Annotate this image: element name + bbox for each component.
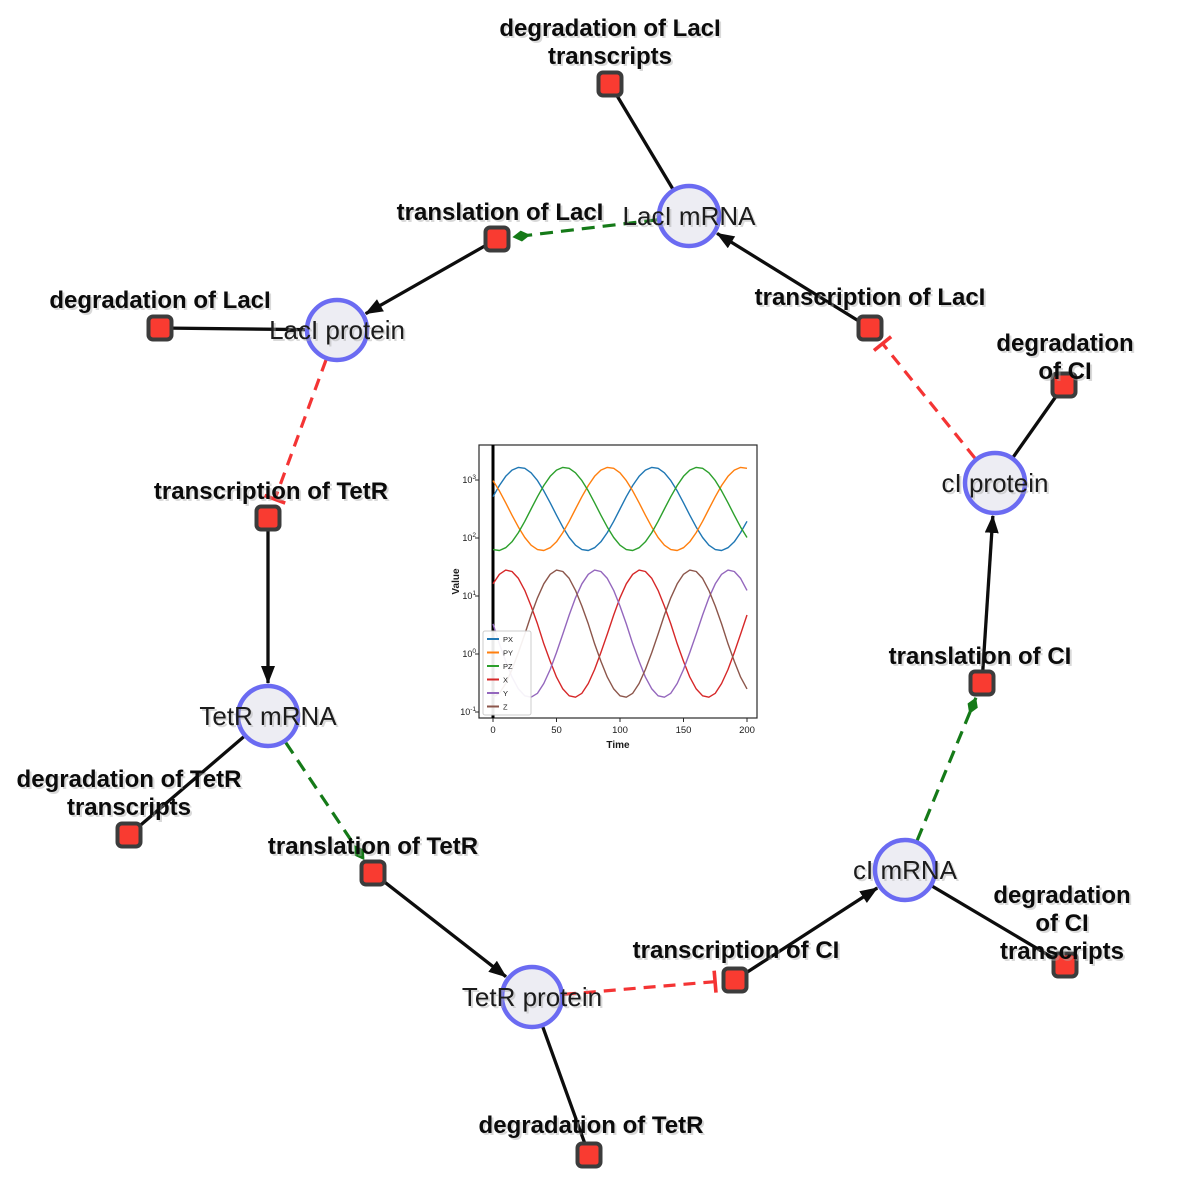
y-axis-label: Value <box>451 568 462 595</box>
y-tick-label: 103 <box>462 474 476 485</box>
edge-translation-laci-to-laci-protein <box>364 237 498 316</box>
reaction-node-deg-laci-transcripts <box>596 70 624 98</box>
edge-translation-ci-to-ci-protein <box>980 514 999 684</box>
reaction-node-translation-laci <box>483 225 511 253</box>
edge-ci-protein-to-transcription-laci <box>881 342 977 460</box>
inhibition-tbar-tetr-protein-to-transcription-ci <box>712 970 718 993</box>
x-tick-label: 150 <box>676 725 692 736</box>
x-tick-label: 200 <box>739 725 755 736</box>
reaction-node-transcription-laci <box>856 314 884 342</box>
legend-label-y: Y <box>503 689 508 698</box>
reaction-node-deg-tetr-transcripts <box>115 821 143 849</box>
inset-plot: 0 50 100 150 200 103 102 101 100 10-1 Time Value PX P… <box>450 428 775 763</box>
reaction-node-deg-ci <box>1050 371 1078 399</box>
legend-label-x: X <box>503 675 508 684</box>
reaction-node-transcription-ci <box>721 966 749 994</box>
edge-laci-protein-to-transcription-tetr <box>273 359 328 500</box>
edge-tetr-protein-to-transcription-ci <box>563 980 716 996</box>
edge-laci-mrna-to-translation-laci <box>512 218 658 242</box>
legend-label-px: PX <box>503 635 513 644</box>
species-node-laci-mrna <box>656 183 722 249</box>
edge-translation-tetr-to-tetr-protein <box>371 871 507 979</box>
node-layer <box>115 70 1079 1169</box>
y-tick-label: 101 <box>462 590 476 601</box>
x-tick-label: 50 <box>551 725 562 736</box>
edge-layer <box>127 83 1066 1156</box>
inset-chart: 0 50 100 150 200 103 102 101 100 10-1 Time Value PX P… <box>451 444 758 751</box>
edge-transcription-ci-to-ci-mrna <box>734 886 879 982</box>
species-node-laci-protein <box>304 297 370 363</box>
inhibition-tbar-ci-protein-to-transcription-laci <box>872 335 893 352</box>
legend-label-pz: PZ <box>503 662 513 671</box>
edge-ci-mrna-to-translation-ci <box>915 697 978 842</box>
series-line-y <box>492 569 748 698</box>
y-tick-label: 10-1 <box>460 706 476 717</box>
species-node-tetr-mrna <box>235 683 301 749</box>
x-tick-label: 0 <box>490 725 495 736</box>
series-line-py <box>492 466 748 552</box>
y-tick-label: 102 <box>462 532 476 543</box>
edge-transcription-laci-to-laci-mrna <box>716 231 871 330</box>
reaction-node-translation-tetr <box>359 859 387 887</box>
inhibition-tbar-laci-protein-to-transcription-tetr <box>263 493 286 505</box>
species-node-ci-protein <box>962 450 1028 516</box>
series-line-px <box>492 466 748 552</box>
y-tick-label: 100 <box>462 648 476 659</box>
series-line-pz <box>492 466 748 552</box>
reaction-node-deg-laci <box>146 314 174 342</box>
x-axis-label: Time <box>606 740 630 751</box>
reaction-node-deg-tetr <box>575 1141 603 1169</box>
edge-tetr-mrna-to-translation-tetr <box>284 741 366 861</box>
legend-label-z: Z <box>503 702 508 711</box>
species-node-ci-mrna <box>872 837 938 903</box>
reaction-node-transcription-tetr <box>254 504 282 532</box>
series-line-x <box>492 569 748 698</box>
x-tick-label: 100 <box>612 725 628 736</box>
reaction-node-translation-ci <box>968 669 996 697</box>
species-node-tetr-protein <box>499 964 565 1030</box>
series-line-z <box>492 569 748 698</box>
plot-frame <box>478 444 758 719</box>
reaction-node-deg-ci-transcripts <box>1051 951 1079 979</box>
legend-label-py: PY <box>503 648 513 657</box>
